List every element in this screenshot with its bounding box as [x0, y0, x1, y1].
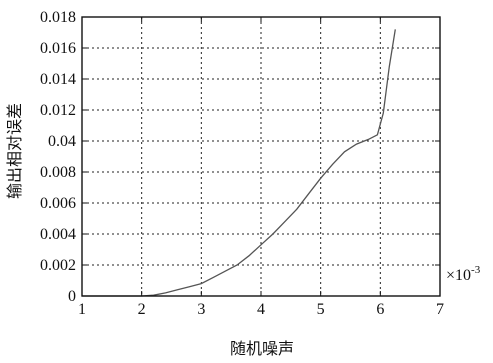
x-tick-label: 6 — [376, 301, 384, 318]
y-tick-label: 0.004 — [40, 226, 76, 243]
y-tick-label: 0.018 — [40, 9, 76, 26]
y-tick-label: 0.008 — [40, 164, 76, 181]
series-line — [82, 29, 396, 297]
y-tick-label: 0.002 — [40, 257, 76, 274]
x-tick-label: 3 — [197, 301, 205, 318]
y-tick-label: 0.014 — [40, 71, 76, 88]
y-tick-label: 0.006 — [40, 195, 76, 212]
x-tick-label: 7 — [436, 301, 444, 318]
series-layer — [82, 29, 396, 297]
x-axis-title: 随机噪声 — [230, 339, 294, 358]
y-axis-ticks: 0 0.002 0.004 0.006 0.008 0.04 0.012 0.014 0.016… — [40, 9, 440, 305]
y-tick-label: 0.016 — [40, 40, 76, 57]
y-axis-title: 输出相对误差 — [5, 103, 24, 199]
x-tick-label: 1 — [78, 301, 86, 318]
x-tick-label: 2 — [138, 301, 146, 318]
y-tick-label: 0 — [68, 288, 76, 305]
x-axis-multiplier: ×10-3 — [446, 264, 481, 284]
x-tick-label: 4 — [257, 301, 265, 318]
y-tick-label: 0.012 — [40, 102, 76, 119]
y-tick-label: 0.04 — [48, 133, 76, 150]
grid — [82, 17, 440, 296]
x-tick-label: 5 — [317, 301, 325, 318]
x-axis-ticks: 1 2 3 4 5 6 7 — [78, 17, 444, 318]
